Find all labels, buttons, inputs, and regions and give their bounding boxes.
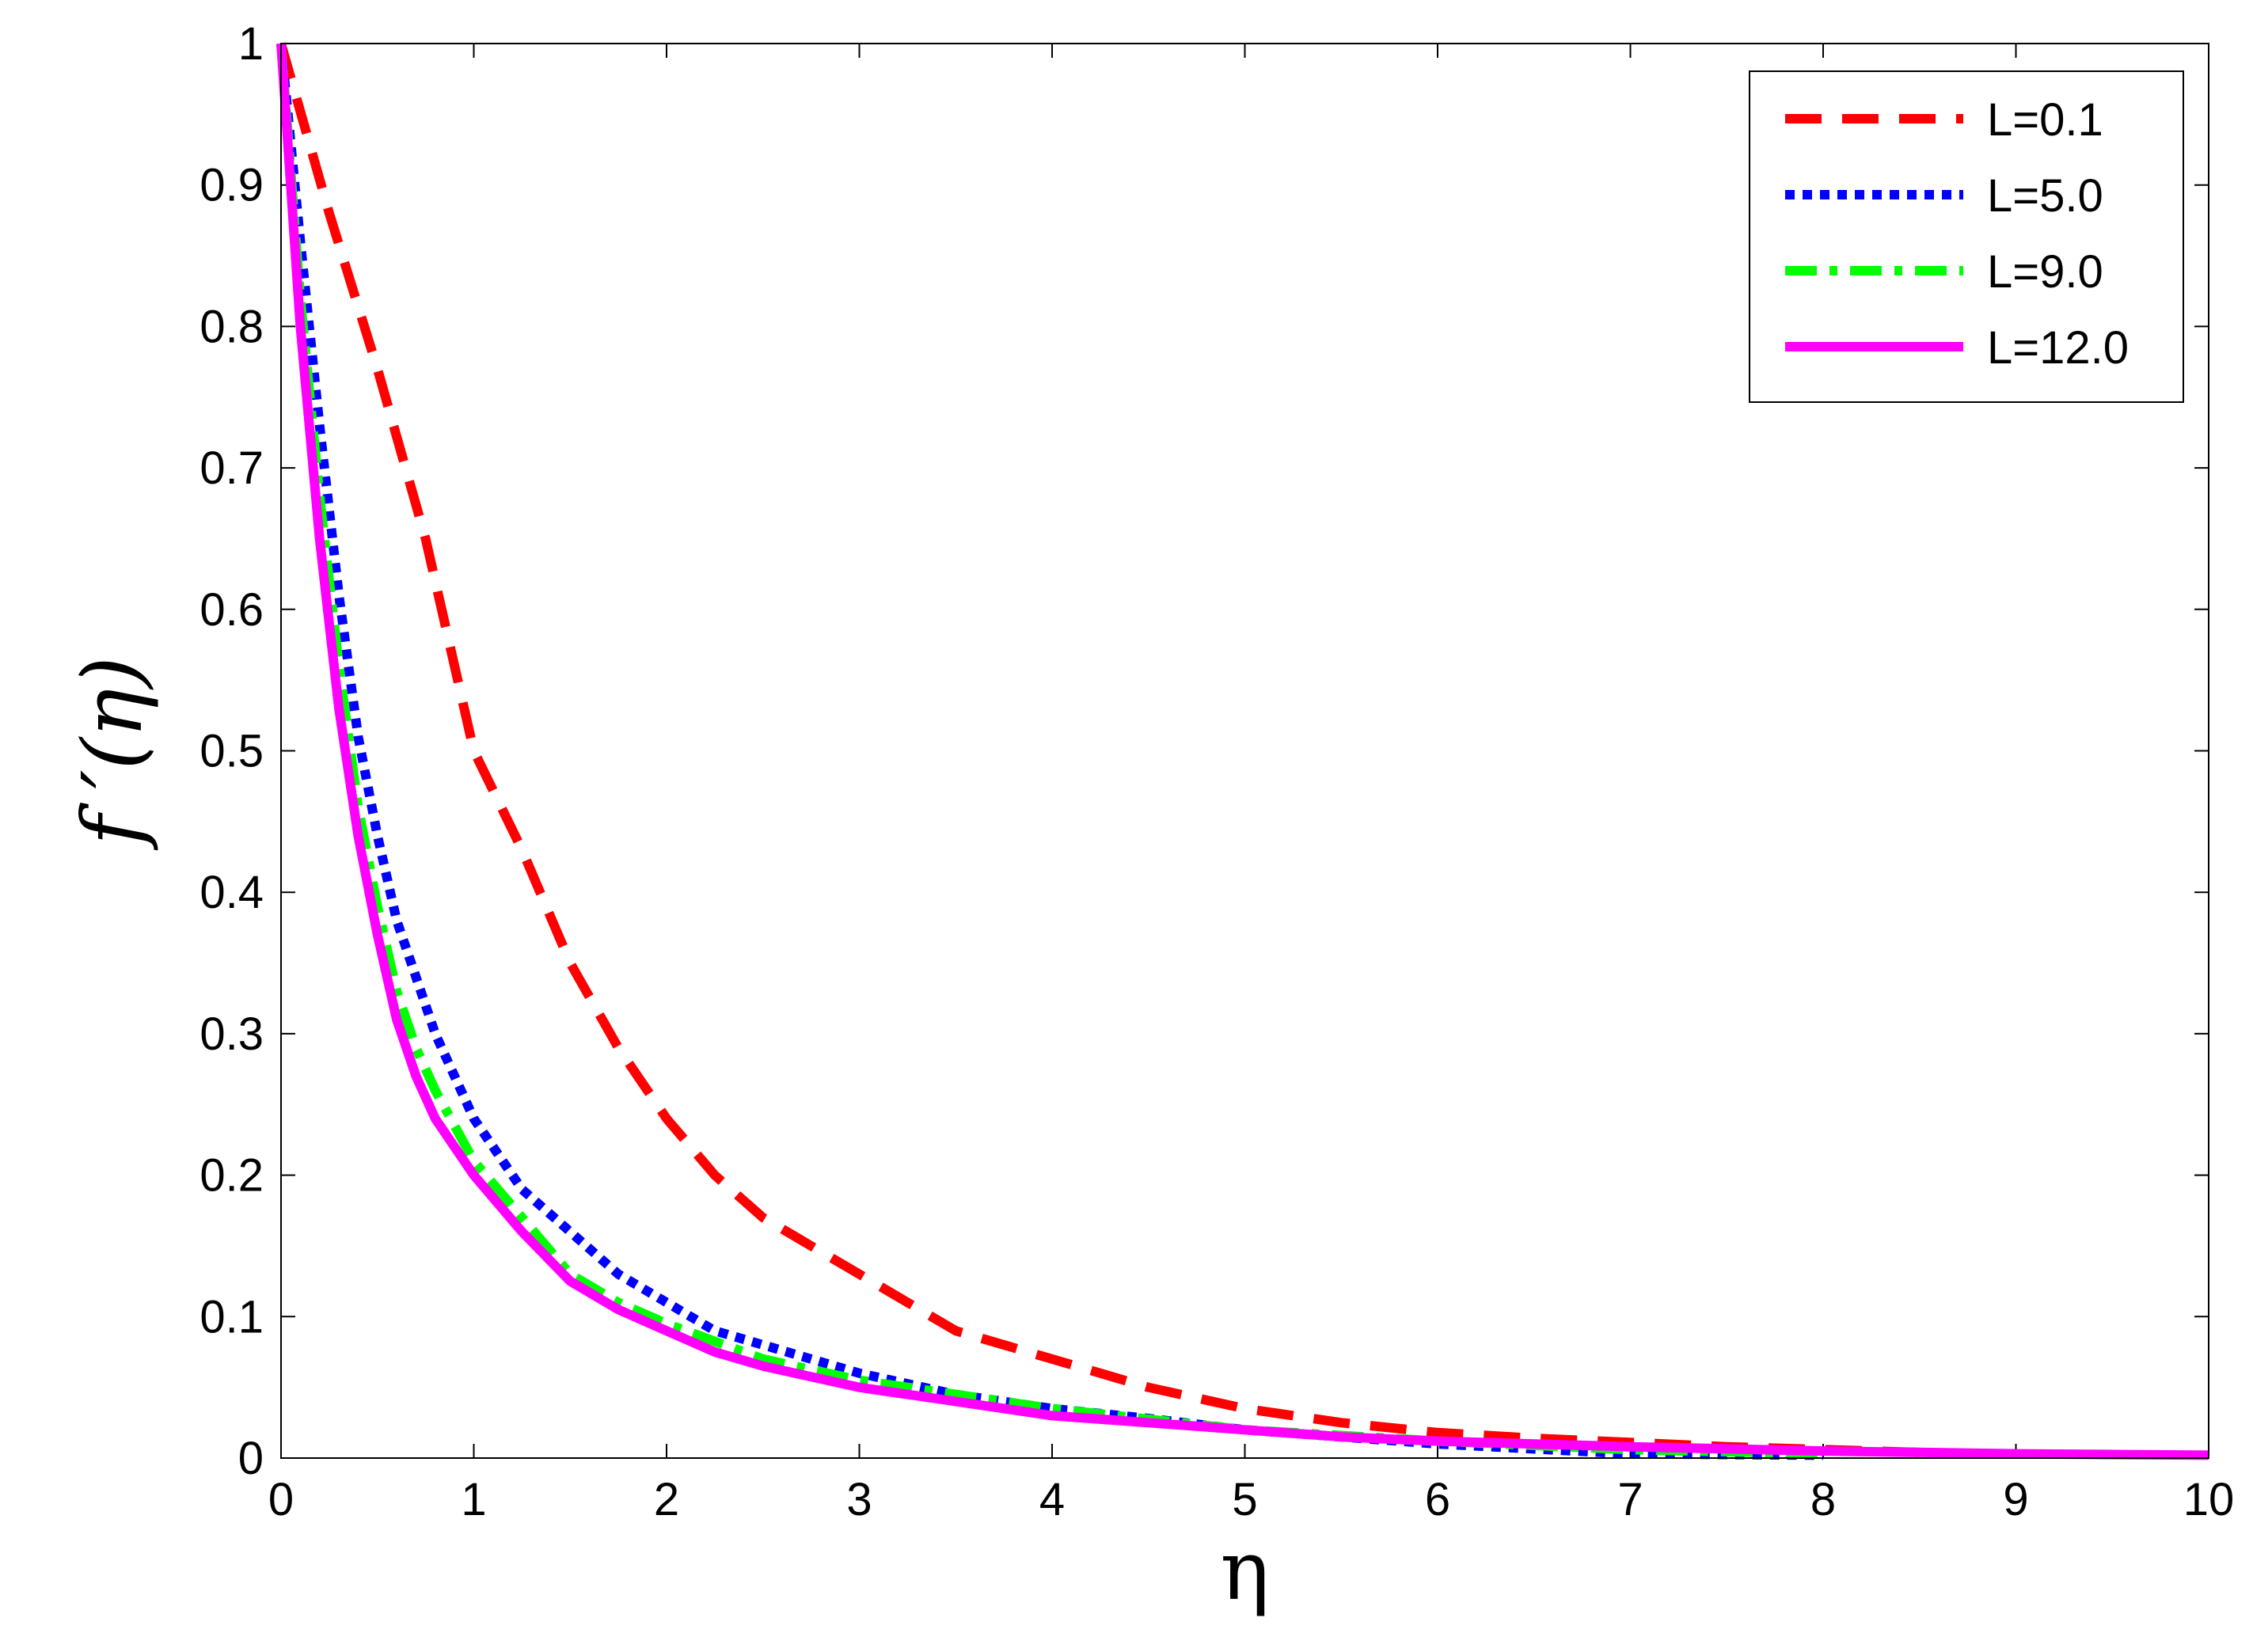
y-tick-label: 0 — [238, 1433, 264, 1484]
x-tick-label: 9 — [2003, 1474, 2028, 1525]
x-axis-title: η — [1220, 1522, 1269, 1619]
y-tick-label: 0.9 — [199, 160, 264, 211]
x-tick-label: 5 — [1232, 1474, 1257, 1525]
x-tick-label: 3 — [846, 1474, 872, 1525]
y-tick-label: 0.1 — [199, 1291, 264, 1342]
y-tick-label: 0.6 — [199, 584, 264, 636]
tick-labels: 0 1 2 3 4 5 6 7 8 9 10 0 0.1 0.2 0.3 0.4 0.5 0.6 0.7 0.8 0.9… — [199, 18, 2234, 1525]
series-line-4 — [276, 43, 2209, 1460]
y-tick-label: 0.8 — [199, 301, 264, 352]
y-tick-label: 0.4 — [199, 867, 264, 918]
y-tick-label: 1 — [238, 18, 264, 70]
x-tick-label: 6 — [1425, 1474, 1450, 1525]
x-tick-label: 4 — [1039, 1474, 1065, 1525]
legend-items: L=0.1 L=5.0 L=9.0 L=12.0 — [1785, 94, 2129, 374]
y-tick-label: 0.2 — [199, 1150, 264, 1202]
y-tick-label: 0.5 — [199, 726, 264, 777]
x-tick-label: 7 — [1617, 1474, 1643, 1525]
legend: L=0.1 L=5.0 L=9.0 L=12.0 — [1749, 70, 2184, 403]
x-tick-label: 10 — [2183, 1474, 2235, 1525]
x-tick-label: 1 — [461, 1474, 486, 1525]
series-line-1 — [276, 42, 1920, 1457]
y-tick-label: 0.3 — [199, 1008, 264, 1060]
legend-label-3: L=9.0 — [1987, 246, 2103, 298]
x-tick-label: 2 — [654, 1474, 679, 1525]
series-lines — [276, 42, 2209, 1460]
y-axis-title: f ′(η) — [64, 656, 161, 851]
x-tick-label: 0 — [268, 1474, 294, 1525]
y-tick-label: 0.7 — [199, 442, 264, 494]
plot-frame — [280, 43, 2209, 1459]
legend-label-1: L=0.1 — [1987, 94, 2103, 146]
legend-label-2: L=5.0 — [1987, 170, 2103, 222]
legend-label-4: L=12.0 — [1987, 322, 2129, 374]
x-tick-label: 8 — [1810, 1474, 1836, 1525]
